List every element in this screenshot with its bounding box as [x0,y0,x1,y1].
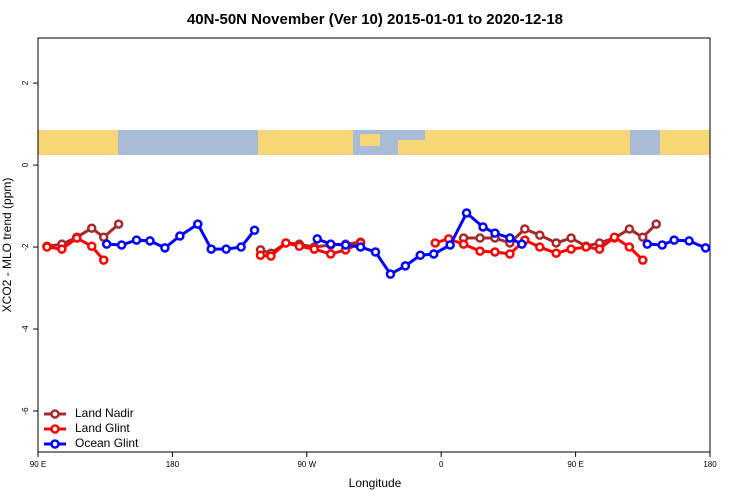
data-point [385,269,396,279]
data-point [221,244,231,254]
data-point [566,244,576,254]
plot-frame [37,37,711,453]
data-point [193,219,203,229]
data-point [145,236,155,246]
data-point [312,234,323,244]
data-point [415,250,426,260]
data-point [445,240,455,250]
data-point [505,249,515,259]
data-point [638,255,648,265]
y-tick-label: -4 [21,325,30,333]
chart-title: 40N-50N November (Ver 10) 2015-01-01 to … [187,11,563,28]
data-point [478,222,488,232]
x-tick-label: 180 [703,460,717,469]
x-tick-label: 90 W [297,460,316,469]
y-tick-label: -6 [21,407,30,415]
data-point [131,235,142,245]
x-axis-label: Longitude [349,476,402,490]
data-point [517,239,527,249]
data-point [475,233,485,243]
data-point [281,238,291,248]
data-point [340,240,351,250]
data-point [490,247,500,257]
data-point [551,238,561,248]
data-point [461,208,472,218]
data-point [581,242,591,252]
data-point [566,233,576,243]
data-point [624,224,635,234]
data-point [113,219,124,229]
data-point [325,239,336,249]
data-point [594,244,605,254]
data-point [624,242,635,252]
legend-label: Land Glint [75,421,130,435]
data-point [266,251,276,261]
y-axis-label: XCO2 - MLO trend (ppm) [0,178,14,313]
data-point [206,244,216,254]
data-point [700,243,711,253]
data-point [651,219,661,229]
legend-marker [50,409,60,419]
data-point [400,261,411,271]
data-point [249,225,260,235]
data-point [160,243,170,253]
data-point [535,230,545,240]
data-point [669,235,679,245]
data-point [370,247,381,257]
data-point [309,244,320,254]
data-point [430,238,440,248]
data-point [609,232,620,242]
data-point [520,224,530,234]
legend-label: Ocean Glint [75,436,139,450]
x-tick-label: 90 E [567,460,583,469]
x-tick-label: 0 [439,460,444,469]
data-point [294,241,305,251]
data-point [657,240,667,250]
data-point [642,239,653,249]
data-point [505,233,515,243]
legend-marker [50,439,60,449]
data-point [72,233,82,243]
data-point [490,228,500,238]
y-tick-label: 2 [21,80,30,85]
data-point [42,242,52,252]
x-tick-label: 180 [166,460,180,469]
data-point [255,250,266,260]
data-point [475,246,485,256]
data-point [87,223,97,233]
data-point [428,249,439,259]
data-point [98,255,109,265]
data-point [116,240,127,250]
data-point [325,249,336,259]
data-point [101,239,112,249]
y-tick-label: 0 [21,162,30,167]
data-point [87,241,97,251]
data-point [458,239,469,249]
data-point [638,232,648,242]
data-point [355,242,366,252]
legend-marker [50,424,60,434]
data-point [535,242,545,252]
legend-label: Land Nadir [75,406,134,420]
data-point [57,244,67,254]
y-tick-label: -2 [21,243,30,251]
x-tick-label: 90 E [30,460,46,469]
data-point [175,231,185,241]
map-band [38,130,710,155]
data-point [551,248,561,258]
data-point [684,236,694,246]
data-point [236,242,246,252]
